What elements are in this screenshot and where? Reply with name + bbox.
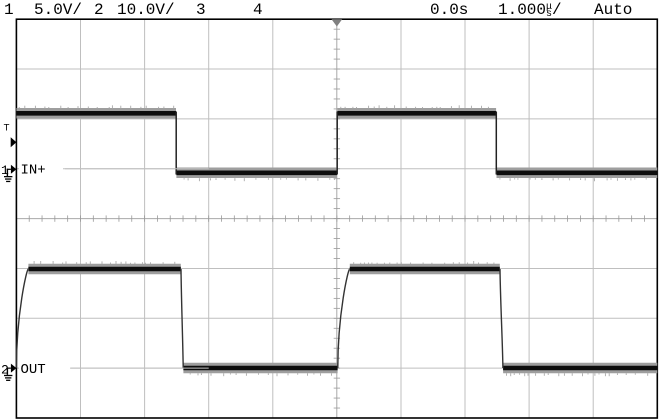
svg-text:T: T [4,123,10,134]
svg-text:2: 2 [1,363,9,378]
svg-text:IN+: IN+ [21,163,46,179]
svg-text:1: 1 [1,163,9,178]
svg-text:OUT: OUT [21,362,46,378]
